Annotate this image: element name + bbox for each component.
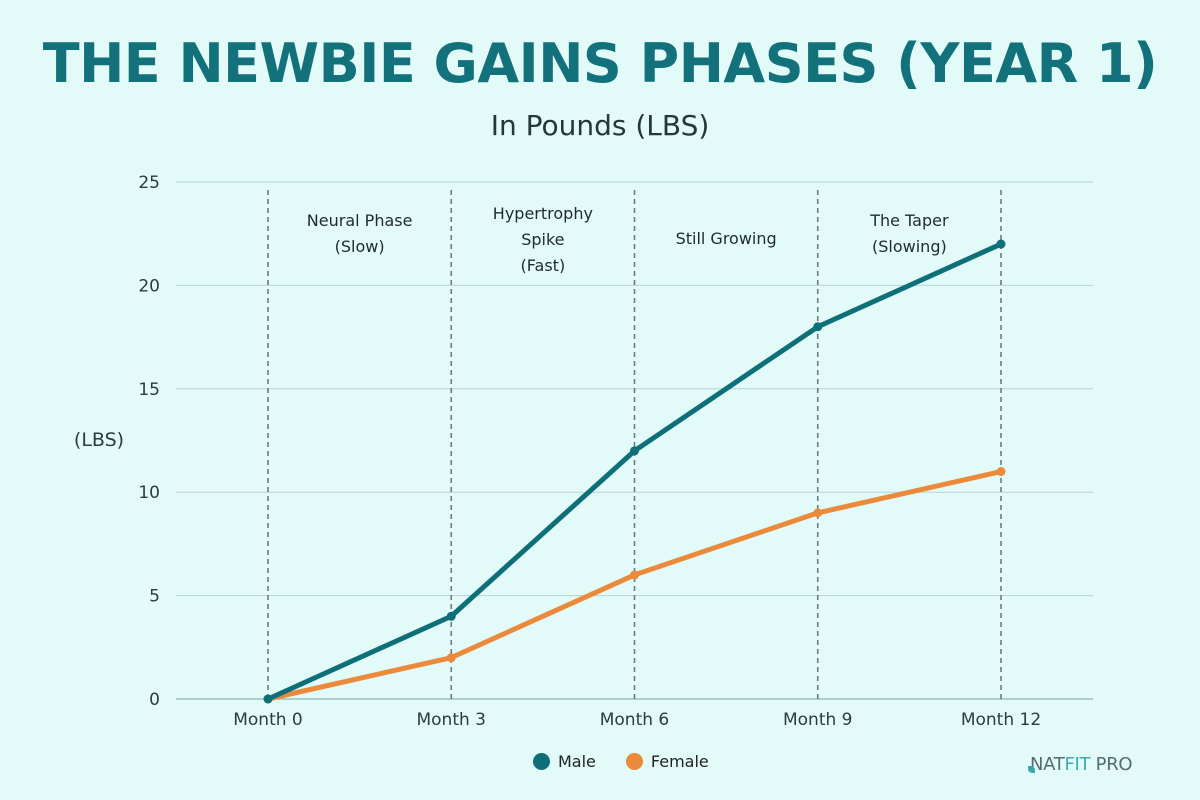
y-tick-label: 20 — [138, 276, 160, 296]
x-tick-label: Month 9 — [783, 710, 853, 730]
y-tick-label: 5 — [149, 587, 160, 607]
male-data-point[interactable] — [630, 446, 639, 456]
female-data-point[interactable] — [813, 508, 823, 518]
male-swatch-icon — [533, 753, 550, 770]
male-data-point[interactable] — [446, 611, 456, 621]
x-tick-label: Month 0 — [233, 710, 303, 730]
female-data-point[interactable] — [630, 570, 639, 580]
brand-logo: NATFIT PRO — [1028, 754, 1133, 775]
phase-label: The Taper — [869, 211, 949, 230]
female-swatch-icon — [625, 753, 643, 770]
y-axis-label: (LBS) — [74, 429, 124, 451]
phase-label: Neural Phase — [307, 211, 413, 230]
legend-item-female[interactable]: Female — [625, 752, 709, 771]
chart-title: THE NEWBIE GAINS PHASES (YEAR 1) — [42, 32, 1158, 95]
chart-subtitle: In Pounds (LBS) — [490, 109, 710, 142]
x-axis-ticks: Month 0 Month 3 Month 6 Month 9 Month 12 — [233, 710, 1041, 730]
legend-label-male: Male — [558, 752, 596, 771]
phase-annotations: Neural Phase (Slow) Hypertrophy Spike (Fast)… — [307, 204, 949, 275]
male-data-point[interactable] — [813, 322, 823, 332]
male-data-point[interactable] — [263, 694, 273, 704]
phase-dividers — [267, 190, 1002, 699]
legend: Male Female — [533, 752, 709, 771]
leaf-icon — [1028, 766, 1035, 773]
male-data-point[interactable] — [996, 239, 1006, 249]
y-tick-label: 25 — [138, 173, 160, 193]
phase-label: Hypertrophy — [493, 204, 593, 223]
y-tick-label: 10 — [138, 483, 160, 503]
legend-label-female: Female — [650, 752, 709, 771]
female-data-point[interactable] — [996, 467, 1006, 477]
x-tick-label: Month 6 — [600, 710, 670, 730]
data-series — [263, 239, 1006, 704]
grid-lines — [176, 181, 1093, 700]
y-tick-label: 0 — [149, 690, 160, 710]
x-tick-label: Month 3 — [416, 710, 486, 730]
phase-label: Still Growing — [676, 229, 777, 248]
x-tick-label: Month 12 — [961, 710, 1041, 730]
female-data-point[interactable] — [446, 653, 456, 663]
phase-label: (Slowing) — [872, 237, 947, 256]
y-axis-ticks: 0 5 10 15 20 25 — [138, 173, 160, 710]
y-tick-label: 15 — [138, 380, 160, 400]
phase-label: (Slow) — [335, 237, 385, 256]
phase-label: (Fast) — [521, 256, 566, 275]
legend-item-male[interactable]: Male — [533, 752, 596, 771]
phase-label: Spike — [521, 230, 564, 249]
